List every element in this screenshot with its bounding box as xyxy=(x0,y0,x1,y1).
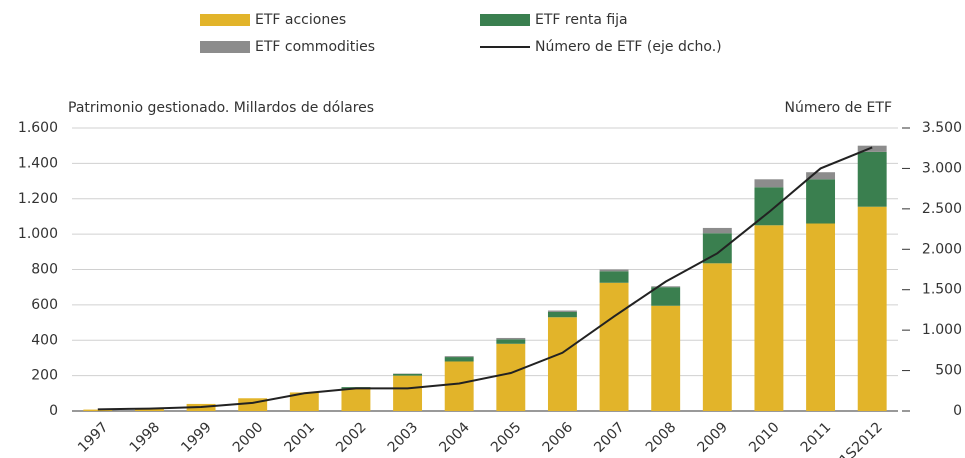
y2-tick-label: 3.000 xyxy=(922,160,962,176)
legend-swatch xyxy=(200,14,250,26)
bar xyxy=(806,172,836,180)
bar xyxy=(806,179,836,224)
bar xyxy=(651,286,681,288)
y2-tick-label: 3.500 xyxy=(922,120,962,136)
y-tick-label: 600 xyxy=(31,297,58,313)
x-tick-label: 1999 xyxy=(178,419,215,456)
x-tick-label: 2003 xyxy=(385,419,422,456)
y-tick-label: 200 xyxy=(31,368,58,384)
x-tick-label: 2004 xyxy=(436,419,473,456)
bar xyxy=(393,373,423,376)
bar xyxy=(599,271,629,283)
bar xyxy=(547,317,577,411)
y2-tick-label: 2.500 xyxy=(922,201,962,217)
y2-axis-title: Número de ETF xyxy=(785,100,892,116)
y-tick-label: 400 xyxy=(31,332,58,348)
x-tick-label: 1S2012 xyxy=(837,419,886,458)
y2-tick-label: 500 xyxy=(935,363,962,379)
bar xyxy=(393,375,423,411)
bar xyxy=(857,151,887,207)
y-tick-label: 1.600 xyxy=(18,120,58,136)
bar xyxy=(134,408,164,411)
y-tick-label: 0 xyxy=(49,403,58,419)
y2-tick-label: 2.000 xyxy=(922,241,962,257)
legend-swatch xyxy=(480,14,530,26)
x-tick-label: 1997 xyxy=(75,419,112,456)
x-tick-label: 2007 xyxy=(591,419,628,456)
bar xyxy=(341,388,371,411)
bar xyxy=(547,311,577,318)
bar xyxy=(83,409,113,411)
y2-tick-label: 0 xyxy=(953,403,962,419)
bar xyxy=(599,282,629,411)
line xyxy=(97,146,873,411)
x-tick-label: 2000 xyxy=(230,419,267,456)
bar xyxy=(496,343,526,411)
bar xyxy=(651,305,681,411)
y-axis-title: Patrimonio gestionado. Millardos de dóla… xyxy=(68,100,374,116)
x-tick-label: 2010 xyxy=(746,419,783,456)
bar xyxy=(599,269,629,272)
bar xyxy=(702,263,732,411)
bar xyxy=(857,206,887,411)
y-tick-label: 1.000 xyxy=(18,226,58,242)
bar xyxy=(444,361,474,411)
legend-swatch xyxy=(200,41,250,53)
y2-tick-label: 1.000 xyxy=(922,322,962,338)
legend-label: ETF acciones xyxy=(255,12,346,28)
bar xyxy=(806,223,836,411)
bar xyxy=(857,145,887,152)
x-tick-label: 2001 xyxy=(281,419,318,456)
y-tick-label: 1.400 xyxy=(18,155,58,171)
bar xyxy=(754,179,784,188)
bar xyxy=(702,227,732,234)
bar xyxy=(289,392,319,411)
bar xyxy=(496,337,526,340)
bar xyxy=(754,225,784,411)
legend-label: Número de ETF (eje dcho.) xyxy=(535,39,722,55)
bar xyxy=(496,339,526,344)
x-tick-label: 2005 xyxy=(488,419,525,456)
legend-label: ETF renta fija xyxy=(535,12,628,28)
x-tick-label: 2006 xyxy=(540,419,577,456)
y2-tick-label: 1.500 xyxy=(922,282,962,298)
bar xyxy=(547,310,577,312)
x-tick-label: 2011 xyxy=(798,419,835,456)
y-tick-label: 1.200 xyxy=(18,191,58,207)
bar xyxy=(651,287,681,306)
x-tick-label: 2009 xyxy=(694,419,731,456)
legend-label: ETF commodities xyxy=(255,39,375,55)
y-tick-label: 800 xyxy=(31,262,58,278)
x-tick-label: 2008 xyxy=(643,419,680,456)
bar xyxy=(444,357,474,362)
bar xyxy=(444,356,474,358)
x-tick-label: 2002 xyxy=(333,419,370,456)
x-tick-label: 1998 xyxy=(127,419,164,456)
